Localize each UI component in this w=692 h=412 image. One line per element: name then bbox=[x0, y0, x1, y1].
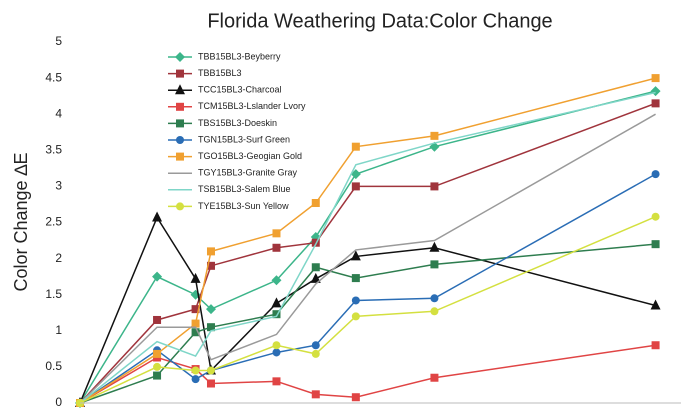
marker bbox=[650, 86, 661, 97]
marker bbox=[206, 323, 215, 332]
marker bbox=[153, 362, 162, 371]
y-tick-label: 4 bbox=[55, 106, 62, 120]
marker bbox=[430, 182, 439, 191]
marker bbox=[651, 341, 660, 350]
legend-label: TGY15BL3-Granite Gray bbox=[198, 168, 298, 178]
legend-label: TBB15BL3-Beyberry bbox=[198, 51, 281, 61]
marker bbox=[351, 312, 360, 321]
marker bbox=[271, 275, 282, 286]
legend-label: TYE15BL3-Sun Yellow bbox=[198, 201, 289, 211]
marker bbox=[351, 296, 360, 305]
marker bbox=[351, 142, 360, 151]
marker bbox=[351, 274, 360, 283]
marker bbox=[191, 366, 200, 375]
marker bbox=[191, 328, 200, 337]
legend-label: TSB15BL3-Salem Blue bbox=[198, 184, 291, 194]
marker bbox=[191, 305, 200, 314]
marker bbox=[430, 131, 439, 140]
y-tick-label: 1.5 bbox=[45, 287, 62, 301]
marker bbox=[206, 247, 215, 256]
legend-label: TGO15BL3-Geogian Gold bbox=[198, 151, 302, 161]
marker bbox=[651, 74, 660, 83]
marker bbox=[176, 119, 184, 128]
series-line bbox=[79, 91, 656, 404]
marker bbox=[271, 297, 282, 308]
marker bbox=[206, 379, 215, 388]
y-tick-label: 0.5 bbox=[45, 359, 62, 373]
marker bbox=[311, 349, 320, 358]
marker bbox=[311, 263, 320, 272]
y-axis-label: Color Change ∆E bbox=[11, 152, 31, 291]
legend-label: TBS15BL3-Doeskin bbox=[198, 118, 277, 128]
y-tick-label: 4.5 bbox=[45, 70, 62, 84]
y-tick-label: 3 bbox=[55, 179, 62, 193]
marker bbox=[153, 349, 162, 358]
chart-title: Florida Weathering Data:Color Change bbox=[207, 10, 552, 32]
marker bbox=[651, 170, 660, 179]
marker bbox=[272, 229, 281, 238]
series-line bbox=[79, 113, 656, 404]
marker bbox=[175, 84, 185, 95]
marker bbox=[205, 304, 216, 315]
legend-label: TCM15BL3-Lslander Lvory bbox=[198, 101, 306, 111]
marker bbox=[176, 202, 184, 211]
marker bbox=[272, 341, 281, 350]
marker bbox=[272, 310, 281, 319]
marker bbox=[206, 261, 215, 270]
legend-label: TCC15BL3-Charcoal bbox=[198, 85, 282, 95]
marker bbox=[430, 373, 439, 382]
y-tick-label: 1 bbox=[55, 323, 62, 337]
y-tick-label: 5 bbox=[55, 34, 62, 48]
series-line bbox=[79, 77, 656, 404]
marker bbox=[350, 250, 361, 261]
marker bbox=[430, 294, 439, 303]
marker bbox=[191, 375, 200, 384]
marker bbox=[311, 390, 320, 399]
marker bbox=[351, 393, 360, 402]
marker bbox=[311, 341, 320, 350]
marker bbox=[429, 241, 440, 252]
marker bbox=[651, 212, 660, 221]
marker bbox=[176, 136, 184, 144]
legend-label: TGN15BL3-Surf Green bbox=[198, 134, 290, 144]
marker bbox=[206, 366, 215, 375]
marker bbox=[430, 307, 439, 316]
y-tick-label: 0 bbox=[55, 395, 62, 409]
marker bbox=[272, 377, 281, 386]
marker bbox=[350, 169, 361, 180]
series-line bbox=[79, 215, 656, 404]
marker bbox=[351, 182, 360, 191]
marker bbox=[190, 272, 201, 283]
y-tick-label: 3.5 bbox=[45, 142, 62, 156]
series-line bbox=[79, 90, 656, 404]
series-line bbox=[79, 173, 656, 404]
y-tick-label: 2.5 bbox=[45, 215, 62, 229]
marker bbox=[651, 99, 660, 108]
marker bbox=[310, 272, 321, 283]
marker bbox=[191, 319, 200, 328]
marker bbox=[650, 299, 661, 310]
marker bbox=[152, 211, 163, 222]
marker bbox=[176, 102, 184, 111]
marker bbox=[272, 348, 281, 357]
marker bbox=[430, 260, 439, 269]
y-tick-label: 2 bbox=[55, 251, 62, 265]
marker bbox=[176, 69, 184, 78]
marker bbox=[311, 199, 320, 208]
series-line bbox=[79, 216, 656, 404]
series-line bbox=[79, 243, 656, 404]
series-line bbox=[79, 344, 656, 404]
marker bbox=[176, 152, 184, 161]
marker bbox=[651, 240, 660, 249]
marker bbox=[175, 52, 185, 62]
marker bbox=[153, 371, 162, 380]
marker bbox=[152, 271, 163, 282]
marker bbox=[153, 315, 162, 324]
legend-label: TBB15BL3 bbox=[198, 68, 242, 78]
marker bbox=[272, 243, 281, 252]
